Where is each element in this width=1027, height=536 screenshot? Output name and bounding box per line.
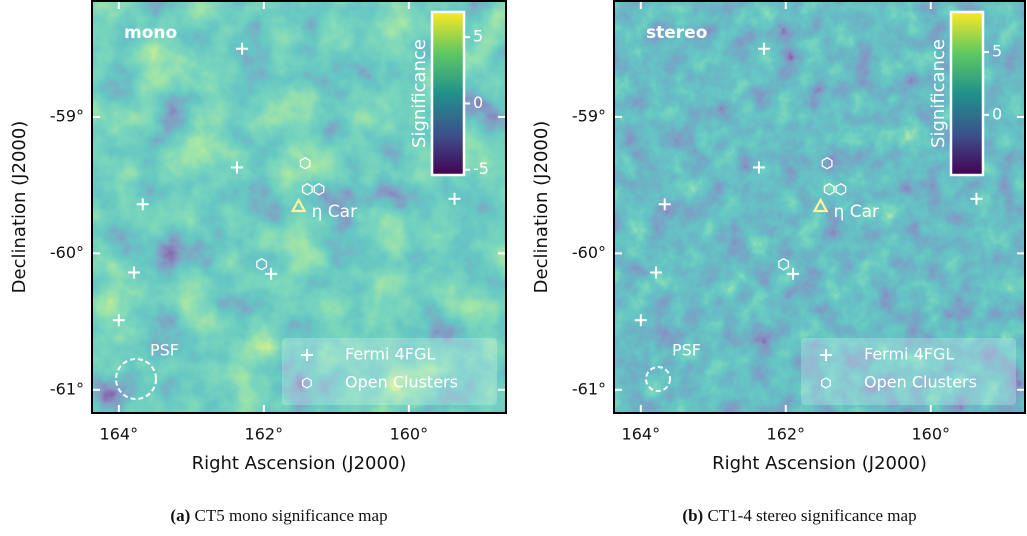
open-cluster [313, 183, 325, 196]
open-cluster [823, 183, 835, 196]
open-cluster [256, 258, 268, 271]
y-tick-label: -59° [50, 106, 84, 125]
fermi-source [970, 192, 983, 205]
psf-label: PSF [672, 341, 701, 360]
legend-label: Open Clusters [345, 373, 458, 392]
legend-box [282, 338, 497, 405]
fermi-source [128, 266, 141, 279]
fermi-source [634, 314, 647, 327]
eta-car-marker [290, 197, 307, 213]
open-cluster [299, 157, 311, 170]
legend-marker [302, 377, 312, 389]
x-axis-label: Right Ascension (J2000) [712, 453, 927, 474]
caption-text: CT1-4 stereo significance map [707, 506, 916, 525]
fermi-source [658, 198, 671, 211]
x-tick-label: 162° [767, 425, 806, 444]
x-tick-label: 164° [622, 425, 661, 444]
legend-label: Fermi 4FGL [345, 345, 435, 364]
colorbar-tick-label: 0 [992, 104, 1002, 123]
legend-label: Open Clusters [864, 373, 977, 392]
legend-marker [820, 349, 832, 361]
fermi-source [752, 161, 765, 174]
panel-label: stereo [646, 23, 707, 43]
plot-area [614, 1, 1025, 413]
psf-label: PSF [150, 341, 179, 360]
open-cluster [778, 258, 790, 271]
colorbar-tick-label: -5 [473, 159, 489, 178]
x-tick-label: 162° [245, 425, 284, 444]
fermi-source [758, 42, 771, 55]
y-tick-label: -61° [50, 379, 84, 398]
fermi-source [231, 161, 244, 174]
open-cluster [835, 183, 847, 196]
x-axis-label: Right Ascension (J2000) [192, 453, 407, 474]
x-tick-label: 160° [390, 425, 429, 444]
legend-label: Fermi 4FGL [864, 345, 954, 364]
y-axis-label: Declination (J2000) [531, 121, 552, 294]
colorbar-tick-label: 5 [992, 42, 1002, 61]
legend-box [801, 338, 1016, 405]
colorbar-tick-label: 5 [473, 27, 483, 46]
fermi-source [236, 42, 249, 55]
fermi-source [112, 314, 125, 327]
colorbar-tick-label: 0 [473, 93, 483, 112]
legend-marker [301, 349, 313, 361]
fermi-source [787, 267, 800, 280]
axes-frame [91, 0, 507, 414]
colorbar-label: Significance [409, 39, 430, 148]
caption: (b) CT1-4 stereo significance map [682, 506, 916, 525]
caption-label: (a) [170, 506, 190, 525]
psf-circle [115, 358, 157, 400]
colorbar-label: Significance [928, 39, 949, 148]
colorbar [949, 10, 985, 177]
legend-marker [821, 377, 831, 389]
fermi-source [136, 198, 149, 211]
caption: (a) CT5 mono significance map [170, 506, 387, 525]
x-tick-label: 160° [911, 425, 950, 444]
annotation: η Car [834, 202, 879, 222]
y-tick-label: -61° [572, 379, 606, 398]
y-tick-label: -60° [572, 243, 606, 262]
y-axis-label: Declination (J2000) [9, 121, 30, 294]
panel-label: mono [124, 23, 177, 43]
plot-area [92, 1, 506, 413]
x-tick-label: 164° [100, 425, 139, 444]
fermi-source [650, 266, 663, 279]
open-cluster [301, 183, 313, 196]
caption-text: CT5 mono significance map [194, 506, 387, 525]
axes-frame [613, 0, 1026, 414]
fermi-source [448, 192, 461, 205]
annotation: η Car [312, 202, 357, 222]
fermi-source [265, 267, 278, 280]
y-tick-label: -60° [50, 243, 84, 262]
psf-circle [645, 366, 671, 392]
caption-label: (b) [682, 506, 703, 525]
open-cluster [821, 157, 833, 170]
y-tick-label: -59° [572, 106, 606, 125]
eta-car-marker [812, 197, 829, 213]
colorbar [430, 10, 466, 177]
